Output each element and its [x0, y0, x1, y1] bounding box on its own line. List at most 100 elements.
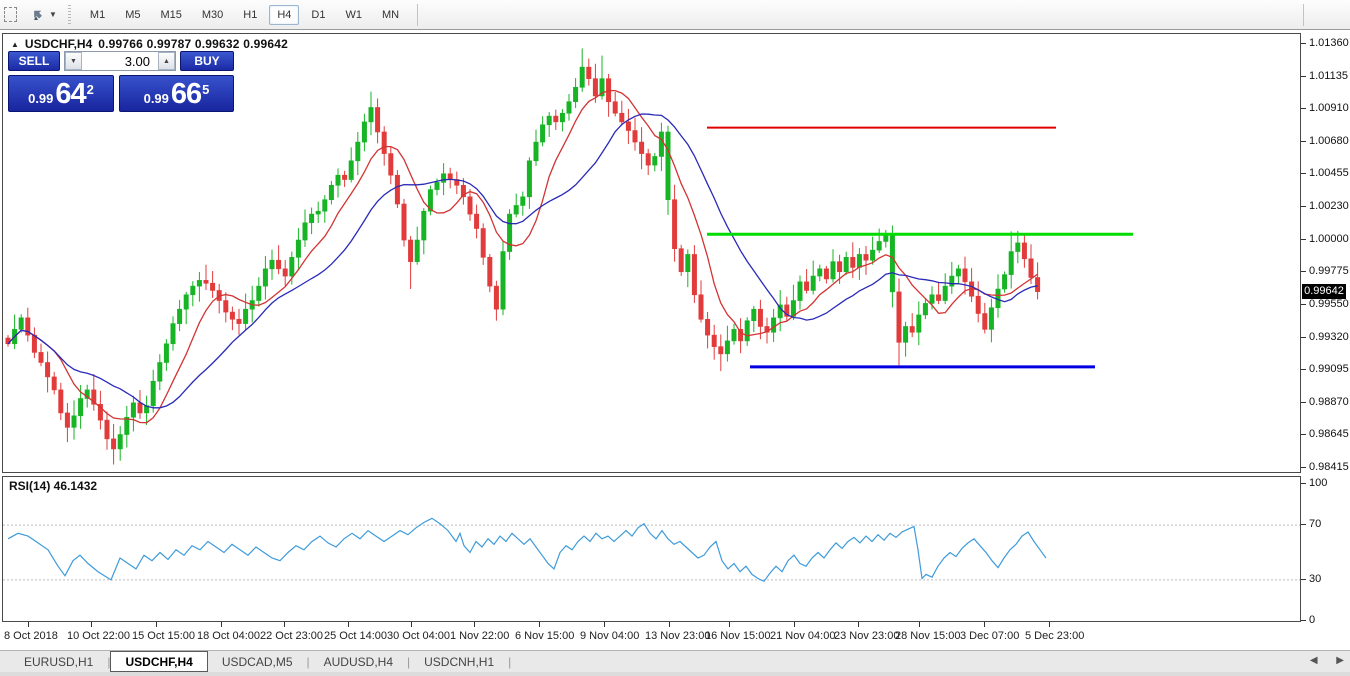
date-axis-label: 1 Nov 22:00 [450, 630, 510, 642]
sell-price-big: 64 [55, 78, 86, 110]
chart-symbol-label: USDCHF,H4 [24, 37, 93, 51]
date-axis-label: 9 Nov 04:00 [580, 630, 640, 642]
price-axis-label: 0.99775 [1309, 265, 1349, 277]
dropdown-caret-icon[interactable]: ▼ [49, 10, 57, 19]
rsi-axis-label: 30 [1309, 573, 1322, 585]
timeframe-button-m30[interactable]: M30 [201, 8, 224, 21]
timeframe-button-w1[interactable]: W1 [345, 8, 362, 21]
date-axis-label: 5 Dec 23:00 [1025, 630, 1085, 642]
timeframe-button-mn[interactable]: MN [381, 8, 400, 21]
date-axis-tick [348, 622, 349, 627]
symbol-tab-usdcnh[interactable]: USDCNH,H1 [424, 654, 495, 669]
tab-scroll-left-icon[interactable]: ◀ [1309, 655, 1318, 666]
date-axis-label: 8 Oct 2018 [4, 630, 58, 642]
date-axis[interactable]: 8 Oct 2018 10 Oct 22:00 15 Oct 15:00 18 Oct… [2, 622, 1301, 648]
date-axis-label: 28 Nov 15:00 [895, 630, 961, 642]
rsi-indicator-pane[interactable]: RSI(14) 46.1432 [2, 476, 1301, 622]
tab-separator: | [107, 654, 111, 669]
top-toolbar: ▼ M1 M5 M15 M30 H1 H4 D1 W1 MN [0, 0, 1350, 30]
timeframe-button-h1[interactable]: H1 [243, 8, 258, 21]
price-axis-tick [1301, 141, 1306, 142]
date-axis-label: 23 Nov 23:00 [834, 630, 900, 642]
volume-increase-button[interactable]: ▲ [158, 52, 175, 70]
one-click-trade-panel: SELL ▼ 3.00 ▲ BUY 0.99 64 2 0.99 66 5 [8, 51, 234, 112]
price-axis-tick [1301, 304, 1306, 305]
symbol-tabs-bar: EURUSD,H1 | USDCHF,H4 USDCAD,M5 | AUDUSD,H4 | U… [0, 650, 1350, 672]
date-axis-label: 21 Nov 04:00 [770, 630, 836, 642]
price-axis-tick [1301, 43, 1306, 44]
buy-quote-button[interactable]: 0.99 66 5 [119, 75, 234, 112]
rsi-axis-label: 0 [1309, 614, 1316, 626]
date-axis-label: 18 Oct 04:00 [197, 630, 260, 642]
rsi-axis-tick [1301, 524, 1306, 525]
status-bar-edge [0, 672, 1350, 676]
date-axis-tick [729, 622, 730, 627]
date-axis-tick [156, 622, 157, 627]
collapse-triangle-icon[interactable]: ▲ [11, 39, 19, 49]
timeframe-button-m5[interactable]: M5 [125, 8, 141, 21]
price-axis-label: 1.00230 [1309, 200, 1349, 212]
chart-header: ▲ USDCHF,H4 0.99766 0.99787 0.99632 0.99… [11, 37, 288, 51]
price-axis-label: 0.98415 [1309, 461, 1349, 473]
price-axis-label: 0.98870 [1309, 396, 1349, 408]
sell-quote-button[interactable]: 0.99 64 2 [8, 75, 114, 112]
date-axis-tick [284, 622, 285, 627]
date-axis-tick [91, 622, 92, 627]
price-axis-tick [1301, 467, 1306, 468]
current-price-tag: 0.99642 [1302, 284, 1346, 299]
crosshair-tool-icon[interactable] [2, 4, 24, 26]
date-axis-tick [474, 622, 475, 627]
rsi-axis-tick [1301, 579, 1306, 580]
tick-arrows-glyph [34, 10, 42, 20]
date-axis-label: 3 Dec 07:00 [960, 630, 1020, 642]
symbol-tab-usdcad[interactable]: USDCAD,M5 [221, 654, 293, 669]
date-axis-tick [1049, 622, 1050, 627]
timeframe-button-d1[interactable]: D1 [311, 8, 326, 21]
volume-decrease-button[interactable]: ▼ [65, 52, 82, 70]
price-axis-tick [1301, 108, 1306, 109]
rsi-axis-label: 100 [1309, 477, 1328, 489]
sell-button[interactable]: SELL [8, 51, 60, 71]
timeframe-button-h4[interactable]: H4 [269, 4, 300, 25]
rsi-axis-tick [1301, 483, 1306, 484]
price-axis-tick [1301, 76, 1306, 77]
date-axis-tick [604, 622, 605, 627]
price-axis-tick [1301, 173, 1306, 174]
price-axis[interactable]: 1.01360 1.01135 1.00910 1.00680 1.00455 1.002… [1301, 33, 1349, 626]
timeframe-button-m15[interactable]: M15 [160, 8, 182, 21]
tab-separator: | [508, 654, 512, 669]
rsi-axis-tick [1301, 620, 1306, 621]
price-axis-label: 1.01135 [1309, 70, 1348, 82]
date-axis-label: 6 Nov 15:00 [515, 630, 575, 642]
symbol-tab-usdchf[interactable]: USDCHF,H4 [110, 651, 208, 672]
date-axis-label: 10 Oct 22:00 [67, 630, 130, 642]
symbol-tab-audusd[interactable]: AUDUSD,H4 [323, 654, 393, 669]
date-axis-tick [794, 622, 795, 627]
date-axis-label: 22 Oct 23:00 [260, 630, 323, 642]
rsi-chart [3, 517, 1300, 583]
price-axis-label: 0.99095 [1309, 363, 1349, 375]
tick-arrows-icon[interactable] [26, 4, 48, 26]
toolbar-grip[interactable] [66, 4, 74, 25]
price-axis-label: 0.99320 [1309, 331, 1349, 343]
timeframe-button-m1[interactable]: M1 [89, 8, 106, 21]
price-axis-label: 0.98645 [1309, 428, 1349, 440]
volume-value[interactable]: 3.00 [124, 54, 150, 69]
buy-button[interactable]: BUY [180, 51, 234, 71]
price-axis-label: 0.99550 [1309, 298, 1349, 310]
buy-price-pipette: 5 [202, 82, 210, 97]
sell-price-prefix: 0.99 [28, 91, 54, 106]
price-axis-label: 1.00455 [1309, 167, 1349, 179]
symbol-tab-eurusd[interactable]: EURUSD,H1 [24, 654, 94, 669]
tab-scroll-right-icon[interactable]: ▶ [1336, 655, 1344, 666]
date-axis-tick [28, 622, 29, 627]
date-axis-label: 16 Nov 15:00 [705, 630, 771, 642]
timeframe-button-group: M1 M5 M15 M30 H1 H4 D1 W1 MN [80, 4, 409, 25]
date-axis-label: 15 Oct 15:00 [132, 630, 195, 642]
price-axis-tick [1301, 402, 1306, 403]
price-axis-label: 1.00000 [1309, 233, 1349, 245]
price-chart-pane[interactable]: ▲ USDCHF,H4 0.99766 0.99787 0.99632 0.99… [2, 33, 1301, 473]
price-axis-tick [1301, 239, 1306, 240]
tab-scroll-arrows: ◀ ▶ [1294, 655, 1344, 666]
